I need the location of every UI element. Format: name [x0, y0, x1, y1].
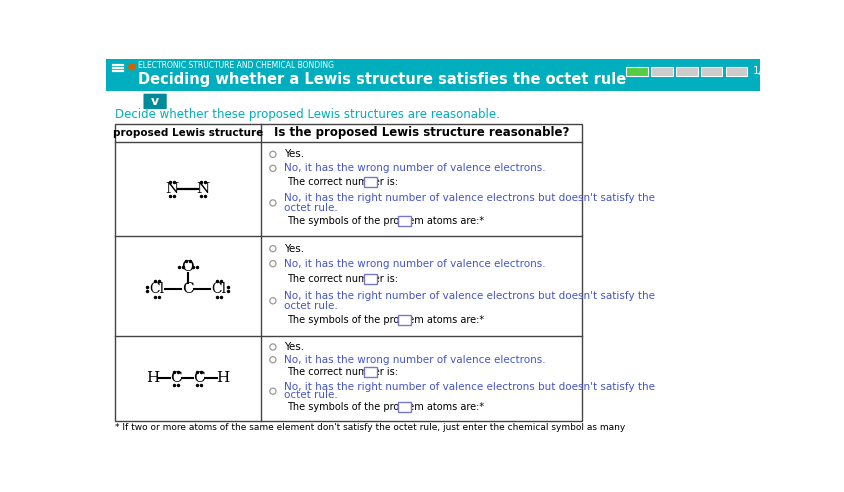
Text: Yes.: Yes.: [284, 342, 304, 352]
Text: Cl: Cl: [149, 282, 165, 296]
Text: Decide whether these proposed Lewis structures are reasonable.: Decide whether these proposed Lewis stru…: [115, 108, 500, 121]
Text: No, it has the wrong number of valence electrons.: No, it has the wrong number of valence e…: [284, 355, 545, 365]
Text: No, it has the right number of valence electrons but doesn't satisfy the: No, it has the right number of valence e…: [284, 382, 655, 392]
Text: N: N: [197, 182, 210, 196]
Text: v: v: [151, 95, 160, 108]
Text: The symbols of the problem atoms are:*: The symbols of the problem atoms are:*: [287, 402, 484, 412]
Text: The correct number is:: The correct number is:: [287, 177, 398, 187]
Text: The symbols of the problem atoms are:*: The symbols of the problem atoms are:*: [287, 315, 484, 325]
FancyBboxPatch shape: [626, 67, 648, 76]
Text: octet rule.: octet rule.: [284, 203, 338, 213]
FancyBboxPatch shape: [398, 402, 411, 412]
Text: octet rule.: octet rule.: [284, 301, 338, 311]
FancyBboxPatch shape: [364, 368, 377, 377]
Text: H: H: [216, 371, 230, 385]
Text: Is the proposed Lewis structure reasonable?: Is the proposed Lewis structure reasonab…: [273, 126, 569, 139]
Text: Cl: Cl: [211, 282, 226, 296]
Text: No, it has the wrong number of valence electrons.: No, it has the wrong number of valence e…: [284, 259, 545, 269]
Text: N: N: [165, 182, 179, 196]
FancyBboxPatch shape: [651, 67, 673, 76]
FancyBboxPatch shape: [106, 59, 760, 92]
Text: C: C: [181, 282, 193, 296]
Text: Deciding whether a Lewis structure satisfies the octet rule: Deciding whether a Lewis structure satis…: [138, 71, 626, 87]
Text: H: H: [146, 371, 160, 385]
Text: No, it has the right number of valence electrons but doesn't satisfy the: No, it has the right number of valence e…: [284, 193, 655, 203]
Text: The symbols of the problem atoms are:*: The symbols of the problem atoms are:*: [287, 215, 484, 226]
Text: 1/5: 1/5: [753, 66, 770, 76]
Text: proposed Lewis structure: proposed Lewis structure: [112, 128, 262, 138]
FancyBboxPatch shape: [398, 215, 411, 226]
FancyBboxPatch shape: [676, 67, 698, 76]
Text: O: O: [181, 260, 194, 274]
Circle shape: [129, 63, 135, 70]
FancyBboxPatch shape: [726, 67, 747, 76]
Text: Yes.: Yes.: [284, 244, 304, 253]
Text: The correct number is:: The correct number is:: [287, 274, 398, 284]
FancyBboxPatch shape: [364, 274, 377, 284]
FancyBboxPatch shape: [364, 177, 377, 187]
FancyBboxPatch shape: [143, 93, 167, 109]
FancyBboxPatch shape: [398, 315, 411, 325]
FancyBboxPatch shape: [701, 67, 722, 76]
Text: Yes.: Yes.: [284, 150, 304, 159]
Text: C: C: [193, 371, 205, 385]
Text: octet rule.: octet rule.: [284, 391, 338, 400]
Text: * If two or more atoms of the same element don't satisfy the octet rule, just en: * If two or more atoms of the same eleme…: [115, 423, 625, 432]
FancyBboxPatch shape: [115, 123, 582, 421]
Text: ELECTRONIC STRUCTURE AND CHEMICAL BONDING: ELECTRONIC STRUCTURE AND CHEMICAL BONDIN…: [138, 61, 334, 70]
Text: No, it has the wrong number of valence electrons.: No, it has the wrong number of valence e…: [284, 163, 545, 173]
Text: The correct number is:: The correct number is:: [287, 368, 398, 377]
Text: No, it has the right number of valence electrons but doesn't satisfy the: No, it has the right number of valence e…: [284, 291, 655, 301]
Text: C: C: [170, 371, 181, 385]
